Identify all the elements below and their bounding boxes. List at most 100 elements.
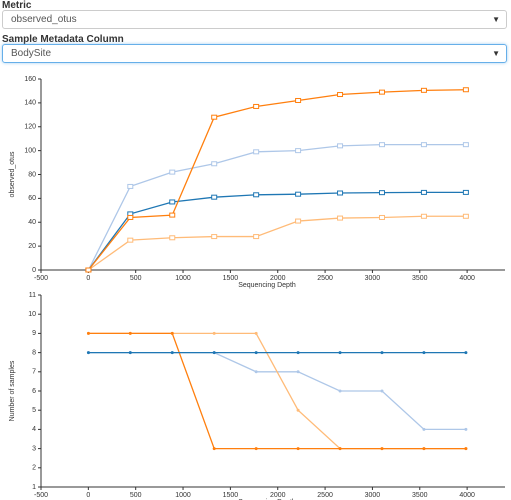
y-axis-label: Number of samples (9, 360, 16, 421)
point-marker (169, 212, 176, 218)
point-marker (337, 143, 344, 149)
y-tick-label: 5 (32, 407, 36, 414)
point-marker (462, 87, 469, 93)
dropdown-arrow: ▼ (492, 49, 500, 58)
point-marker (170, 331, 174, 335)
x-tick-label: 3500 (412, 275, 428, 282)
point-marker (254, 351, 258, 355)
point-marker (127, 214, 134, 220)
y-tick-label: 11 (29, 292, 36, 299)
point-marker (169, 169, 176, 175)
x-tick-label: 500 (130, 492, 142, 499)
y-tick-label: 10 (28, 311, 36, 318)
y-tick-label: 40 (28, 219, 36, 226)
point-marker (462, 142, 469, 148)
y-axis-label: observed_otus (9, 151, 16, 197)
point-marker (169, 199, 176, 205)
x-tick-label: 2500 (317, 492, 333, 499)
point-marker (212, 331, 216, 335)
series-line (88, 332, 466, 450)
point-marker (211, 114, 218, 120)
y-tick-label: 6 (32, 388, 36, 395)
x-tick-label: 2000 (270, 492, 286, 499)
point-marker (296, 447, 300, 451)
point-marker (420, 189, 427, 195)
point-marker (253, 103, 260, 109)
point-marker (338, 447, 342, 451)
y-tick-label: 160 (24, 76, 36, 83)
x-tick-label: 4000 (459, 492, 475, 499)
point-marker (296, 408, 300, 412)
point-marker (212, 447, 216, 451)
point-marker (420, 213, 427, 219)
point-marker (296, 370, 300, 374)
point-marker (380, 389, 384, 393)
point-marker (127, 237, 134, 243)
x-tick-label: 3500 (412, 492, 428, 499)
y-tick-label: 7 (32, 369, 36, 376)
x-tick-label: 4000 (459, 275, 475, 282)
y-tick-label: 9 (32, 330, 36, 337)
point-marker (464, 427, 468, 431)
column-value: BodySite (11, 48, 52, 59)
point-marker (253, 149, 260, 155)
point-marker (170, 351, 174, 355)
x-tick-label: 2000 (270, 275, 286, 282)
point-marker (338, 389, 342, 393)
point-marker (337, 92, 344, 98)
series-line (88, 351, 466, 431)
y-tick-label: 2 (32, 465, 36, 472)
x-tick-label: 0 (86, 492, 90, 499)
y-tick-label: 0 (32, 267, 36, 274)
y-tick-label: 8 (32, 349, 36, 356)
x-tick-label: 3000 (365, 275, 381, 282)
point-marker (128, 331, 132, 335)
y-tick-label: 3 (32, 445, 36, 452)
point-marker (464, 447, 468, 451)
point-marker (464, 351, 468, 355)
point-marker (253, 192, 260, 198)
metric-select[interactable]: observed_otus ▼ (2, 10, 507, 29)
y-tick-label: 20 (28, 243, 36, 250)
point-marker (378, 89, 385, 95)
point-marker (338, 351, 342, 355)
point-marker (212, 351, 216, 355)
point-marker (86, 331, 90, 335)
point-marker (422, 447, 426, 451)
dropdown-arrow: ▼ (492, 15, 500, 24)
point-marker (462, 189, 469, 195)
point-marker (378, 190, 385, 196)
point-marker (420, 87, 427, 93)
point-marker (254, 370, 258, 374)
point-marker (85, 267, 92, 273)
point-marker (422, 427, 426, 431)
y-tick-label: 60 (28, 195, 36, 202)
column-select[interactable]: BodySite ▼ (2, 44, 507, 63)
point-marker (462, 213, 469, 219)
y-tick-label: 140 (24, 100, 36, 107)
x-tick-label: 3000 (365, 492, 381, 499)
x-tick-label: 2500 (317, 275, 333, 282)
y-tick-label: 4 (32, 426, 36, 433)
point-marker (337, 215, 344, 221)
point-marker (295, 191, 302, 197)
x-tick-label: 1500 (223, 275, 239, 282)
series-line (88, 215, 466, 271)
metric-label: Metric (2, 0, 32, 11)
metric-value: observed_otus (11, 14, 77, 25)
point-marker (296, 351, 300, 355)
x-axis-label: Sequencing Depth (238, 282, 296, 289)
x-tick-label: 1500 (223, 492, 239, 499)
x-tick-label: 1000 (175, 492, 191, 499)
point-marker (254, 331, 258, 335)
point-marker (211, 234, 218, 240)
point-marker (169, 235, 176, 241)
x-tick-label: -500 (34, 492, 48, 499)
point-marker (254, 447, 258, 451)
x-tick-label: 500 (130, 275, 142, 282)
point-marker (378, 214, 385, 220)
point-marker (127, 183, 134, 189)
series-line (88, 332, 466, 450)
point-marker (422, 351, 426, 355)
